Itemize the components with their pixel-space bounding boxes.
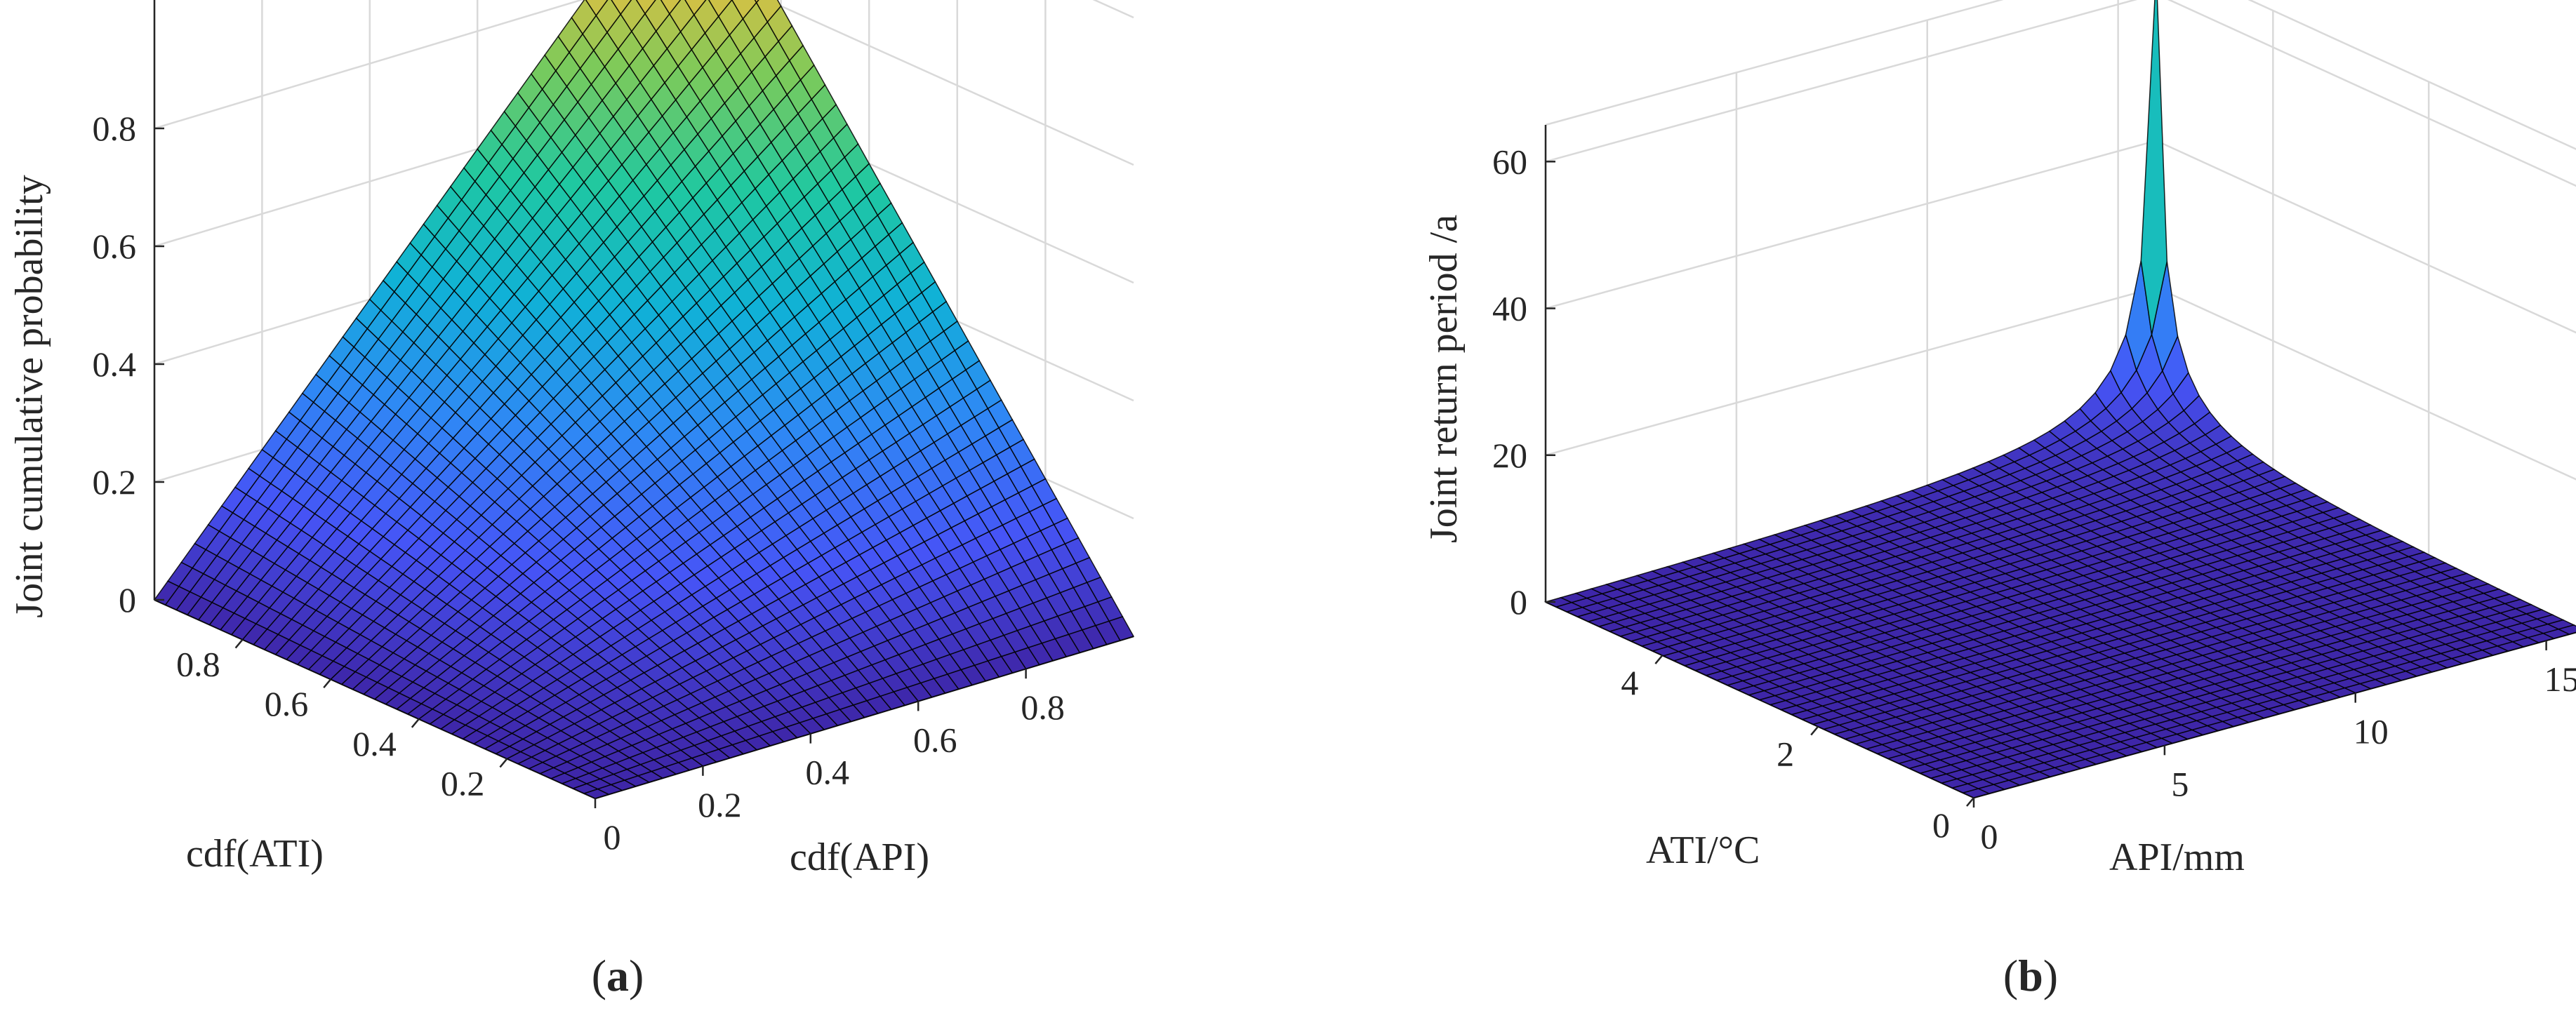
- a-x-tick-label-3: 0.8: [176, 645, 220, 684]
- a-surface-cell-36-34: [644, 0, 670, 32]
- a-surface-cell-36-35: [660, 0, 682, 15]
- a-x-tick-label-0: 0.2: [441, 763, 485, 803]
- a-surface-cell-35-35: [668, 0, 695, 33]
- a-surface-cell-39-31: [571, 0, 597, 35]
- a-y-tick-label-1: 0.2: [698, 785, 742, 824]
- panel-a-joint-cdf-plot: 0 0.2 0.4 0.6 0.8 0.2 0.4 0.6 0.8 0 0.2 0.4 0.6 0.8 J…: [8, 0, 1135, 879]
- b-surface-cell-39-39: [2140, 0, 2168, 335]
- a-y-tick-label-2: 0.4: [806, 753, 850, 792]
- panel-a-z-axis-label: Joint cumulative probability: [8, 175, 51, 617]
- b-z-tick-label-3: 60: [1492, 142, 1527, 181]
- b-y-tick-label-0: 0: [1981, 817, 1998, 856]
- a-grid-z-left-4: [154, 0, 584, 130]
- a-z-tick-label-2: 0.4: [93, 344, 137, 384]
- a-x-tick-label-2: 0.6: [265, 684, 309, 723]
- a-y-tick-label-3: 0.6: [913, 720, 957, 759]
- b-grid-top-left: [1545, 0, 2004, 126]
- b-z-tick-label-2: 40: [1492, 289, 1527, 328]
- a-surface-cell-34-36: [693, 0, 719, 34]
- a-z-tick-label-0: 0: [119, 580, 136, 619]
- b-x-tick-mark-1: [1810, 725, 1819, 736]
- b-y-tick-label-1: 5: [2171, 764, 2189, 803]
- a-surface-cell-38-32: [595, 0, 622, 34]
- a-surface-cell-32-39: [755, 0, 782, 23]
- a-surface-cell-39-32: [585, 0, 609, 17]
- b-x-tick-mark-2: [1654, 655, 1664, 664]
- a-surface-cell-33-39: [754, 0, 759, 4]
- panel-b-grid: [1544, 0, 2576, 627]
- b-z-tick-label-1: 20: [1492, 436, 1527, 475]
- panel-b-z-axis-label: Joint return period /a: [1422, 215, 1466, 543]
- panel-a-ticks: 0 0.2 0.4 0.6 0.8 0.2 0.4 0.6 0.8 0 0.2 0.4 0.6 0.8: [93, 109, 1065, 857]
- a-z-tick-label-3: 0.6: [93, 227, 137, 266]
- b-grid-z-left-3: [1545, 0, 2138, 163]
- a-surface-cell-35-36: [684, 0, 707, 16]
- a-surface-cell-34-37: [708, 0, 733, 18]
- a-surface-cell-37-33: [620, 0, 646, 32]
- a-z-tick-label-1: 0.2: [93, 462, 137, 502]
- panel-a-x-axis-label: cdf(ATI): [186, 832, 324, 876]
- a-surface-cell-37-34: [635, 0, 656, 15]
- b-x-tick-mark-0: [1966, 797, 1974, 807]
- a-x-tick-label-1: 0.4: [352, 724, 397, 763]
- b-x-tick-label-0: 0: [1932, 805, 1950, 845]
- b-grid-top-right: [2248, 0, 2576, 150]
- b-z-tick-label-0: 0: [1510, 582, 1527, 622]
- b-grid-z-right-1: [2156, 286, 2576, 481]
- a-y-tick-label-0: 0: [604, 817, 621, 857]
- b-grid-z-right-3: [2167, 0, 2576, 187]
- a-z-tick-label-4: 0.8: [93, 109, 137, 148]
- b-y-tick-label-3: 15: [2544, 659, 2576, 699]
- a-x-tick-mark-2: [323, 678, 332, 689]
- panel-b-x-axis-label: ATI/°C: [1646, 829, 1760, 872]
- panel-b-y-axis-label: API/mm: [2109, 836, 2245, 879]
- a-x-tick-mark-1: [411, 718, 420, 728]
- b-y-tick-label-2: 10: [2353, 712, 2389, 751]
- a-y-tick-label-4: 0.8: [1021, 688, 1065, 727]
- a-x-tick-mark-0: [499, 758, 508, 768]
- a-surface-cell-38-33: [611, 0, 632, 15]
- caption-a: (a): [592, 951, 644, 1000]
- b-grid-z-right-2: [2156, 140, 2576, 334]
- a-grid-z-right-4: [765, 0, 1134, 166]
- b-grid-z-left-2: [1545, 140, 2157, 309]
- panel-a-surface: [153, 0, 1135, 799]
- b-x-tick-label-1: 2: [1777, 735, 1794, 774]
- caption-b: (b): [2003, 951, 2058, 1000]
- a-surface-cell-33-38: [731, 0, 757, 20]
- a-x-tick-mark-3: [234, 638, 244, 649]
- panel-b-surface: [1543, 0, 2576, 798]
- b-grid-z-left-1: [1545, 286, 2157, 456]
- panel-a-y-axis-label: cdf(API): [790, 836, 929, 879]
- b-x-tick-label-2: 4: [1621, 663, 1638, 702]
